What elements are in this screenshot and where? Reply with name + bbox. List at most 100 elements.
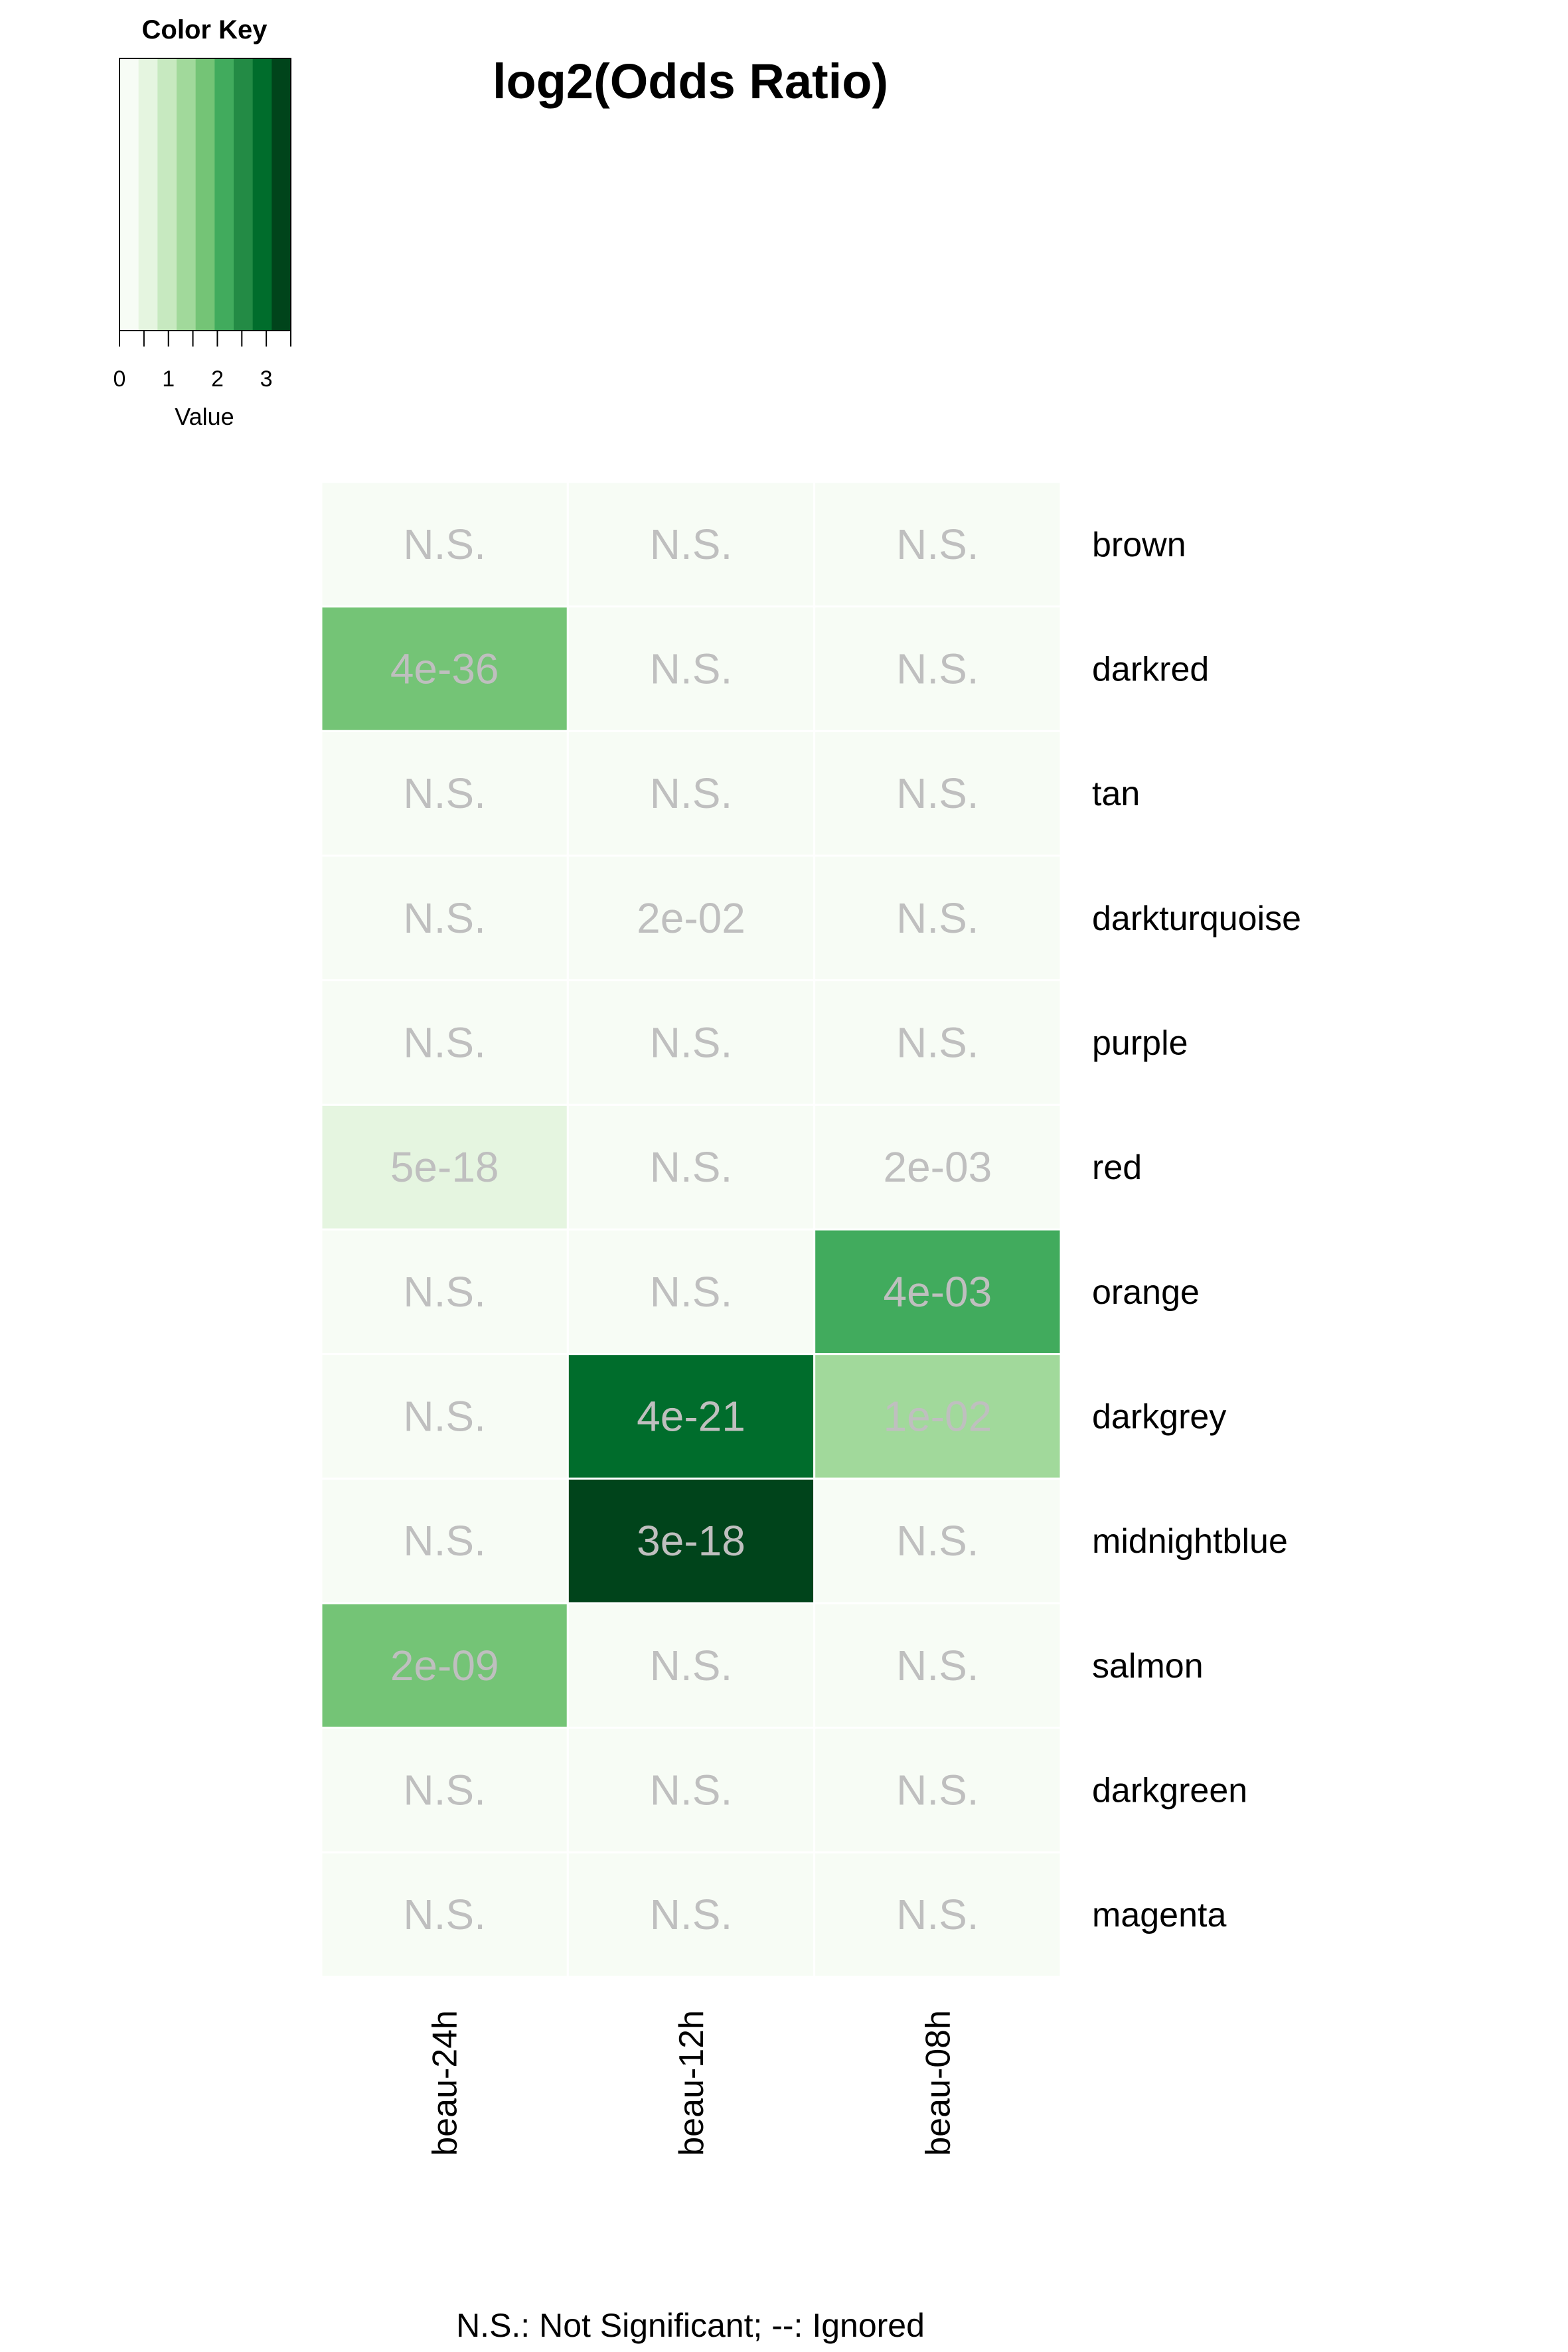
cell-label: 5e-18 [390,1143,499,1191]
color-key-tick-label: 3 [260,366,273,392]
heatmap-cell [813,1228,1062,1356]
heatmap-cell [813,1727,1062,1853]
heatmap-cell [320,1602,569,1729]
heatmap-cell [566,979,816,1106]
row-label: darkgrey [1092,1398,1226,1437]
heatmap-cell [813,1851,1062,1978]
row-label: midnightblue [1092,1522,1288,1561]
color-key-swatch [234,58,254,331]
cell-label: N.S. [650,645,732,693]
heatmap-cell [566,1353,816,1480]
heatmap-cell [566,1477,816,1605]
heatmap-cell [320,979,569,1106]
cell-label: 4e-36 [390,645,499,693]
color-key-swatch [252,58,272,331]
cell-label: N.S. [403,1393,485,1441]
cell-label: N.S. [650,1891,732,1938]
cell-label: N.S. [650,1019,732,1067]
column-label: beau-08h [919,2010,957,2156]
color-key-tick-label: 2 [211,366,224,392]
color-key-swatch [138,58,158,331]
cell-label: N.S. [403,1517,485,1565]
row-label: salmon [1092,1647,1204,1686]
chart-title: log2(Odds Ratio) [493,54,888,109]
cell-label: 4e-03 [883,1268,992,1316]
heatmap-grid: N.S. N.S. N.S. 4e-36 N.S. N.S. N.S. N.S. N.S. N.S… [320,481,1062,1978]
row-label: darkgreen [1092,1772,1247,1810]
heatmap-cell [566,1228,816,1356]
cell-label: N.S. [650,1766,732,1814]
row-label: darkturquoise [1092,900,1301,938]
row-label: brown [1092,526,1186,564]
heatmap-cell [566,1103,816,1231]
heatmap-cell [813,481,1062,608]
cell-label: N.S. [896,894,979,942]
heatmap-cell [566,730,816,857]
heatmap-cell [566,1851,816,1978]
heatmap-cell [813,854,1062,982]
color-key-axis-label: Value [175,403,234,430]
heatmap-cell [320,1228,569,1356]
cell-label: N.S. [650,1268,732,1316]
color-key-border [119,58,291,331]
cell-label: N.S. [896,1019,979,1067]
cell-label: N.S. [650,1642,732,1689]
heatmap-cell [813,1353,1062,1480]
color-key-swatch [272,58,291,331]
color-key-tick-label: 0 [114,366,126,392]
cell-label: N.S. [896,1517,979,1565]
cell-label: 2e-03 [883,1143,992,1191]
heatmap-cell [566,1602,816,1729]
cell-label: N.S. [896,520,979,568]
heatmap-cell [320,1103,569,1231]
heatmap-cell [320,1851,569,1978]
cell-label: 4e-21 [637,1393,745,1441]
cell-label: 2e-09 [390,1642,499,1689]
cell-label: N.S. [896,769,979,817]
color-key-swatch [214,58,234,331]
heatmap-cell [813,1477,1062,1605]
column-labels: beau-24h beau-12h beau-08h [426,2010,958,2156]
cell-label: N.S. [650,1143,732,1191]
cell-label: N.S. [403,769,485,817]
cell-label: N.S. [896,1766,979,1814]
row-label: darkred [1092,651,1209,689]
row-label: orange [1092,1273,1200,1312]
column-label: beau-24h [426,2010,465,2156]
cell-label: N.S. [650,520,732,568]
cell-label: N.S. [896,1642,979,1689]
cell-label: N.S. [403,894,485,942]
cell-label: 1e-02 [883,1393,992,1441]
color-key-swatch [119,58,139,331]
color-key-swatch [157,58,177,331]
color-key-title: Color Key [142,15,268,44]
color-key: 0 1 2 3 [114,58,291,392]
heatmap-cell [813,979,1062,1106]
heatmap-cell [320,854,569,982]
cell-label: N.S. [403,520,485,568]
heatmap-cell [320,605,569,732]
heatmap-cell [566,605,816,732]
row-label: purple [1092,1024,1188,1063]
row-label: tan [1092,775,1140,813]
color-key-tick-label: 1 [162,366,175,392]
heatmap-cell [813,1602,1062,1729]
heatmap-cell [566,481,816,608]
cell-label: N.S. [650,769,732,817]
row-label: red [1092,1148,1142,1187]
color-key-swatch [195,58,215,331]
heatmap-cell [320,1477,569,1605]
cell-label: N.S. [896,645,979,693]
cell-label: N.S. [403,1019,485,1067]
cell-label: 3e-18 [637,1517,745,1565]
cell-label: N.S. [403,1766,485,1814]
cell-label: N.S. [403,1891,485,1938]
cell-label: N.S. [403,1268,485,1316]
column-label: beau-12h [672,2010,711,2156]
heatmap-cell [813,1103,1062,1231]
cell-label: 2e-02 [637,894,745,942]
row-labels: brown darkred tan darkturquoise purple red ora… [1092,526,1301,1934]
heatmap-cell [813,730,1062,857]
color-key-swatch [177,58,196,331]
